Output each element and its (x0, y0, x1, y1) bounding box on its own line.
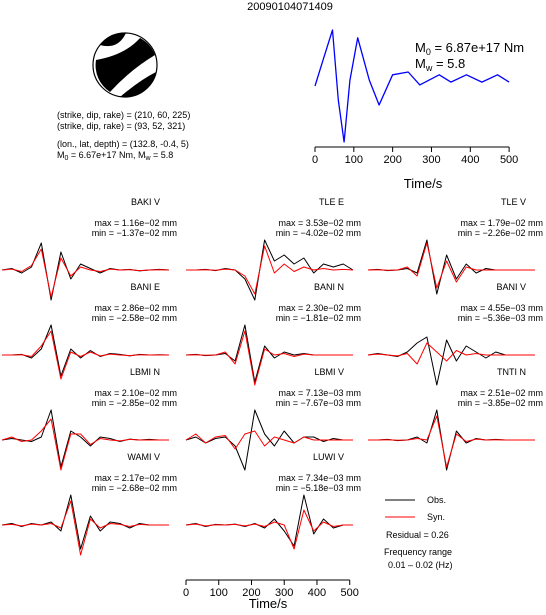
station-name: BANI N (314, 282, 344, 292)
min-label: min = −2.68e−02 mm (92, 483, 177, 493)
source-info: (strike, dip, rake) = (210, 60, 225) (st… (57, 110, 190, 162)
max-label: max = 2.51e−02 mm (460, 388, 543, 398)
station-name: TLE V (501, 197, 526, 207)
stf-annotation: M0 = 6.87e+17 Nm Mw = 5.8 (415, 40, 524, 73)
min-label: min = −1.37e−02 mm (92, 228, 177, 238)
synthetic-trace (2, 330, 169, 380)
svg-text:M0 = 6.87e+17 Nm: M0 = 6.87e+17 Nm (415, 40, 524, 57)
x-axis-label: Time/s (404, 176, 443, 191)
synthetic-trace (367, 342, 535, 365)
synthetic-trace (186, 245, 354, 295)
frequency-range: 0.01 – 0.02 (Hz) (388, 560, 453, 570)
min-label: min = −2.58e−02 mm (92, 313, 177, 323)
synthetic-trace (185, 330, 353, 386)
max-label: max = 4.55e−03 mm (460, 303, 543, 313)
min-label: min = −1.81e−02 mm (276, 313, 361, 323)
min-label: min = −2.85e−02 mm (92, 398, 177, 408)
max-label: max = 2.10e−02 mm (94, 388, 177, 398)
source-line: (strike, dip, rake) = (210, 60, 225) (57, 110, 190, 120)
min-label: min = −5.18e−03 mm (276, 483, 361, 493)
max-label: max = 1.79e−02 mm (460, 218, 543, 228)
x-tick-label: 200 (383, 154, 401, 166)
station-name: TNTI N (497, 367, 526, 377)
moment-line: M0 = 6.67e+17 Nm, Mw = 5.8 (57, 150, 173, 162)
synthetic-trace (185, 509, 353, 550)
legend-label: Obs. (427, 495, 446, 505)
station-name: BANI E (130, 282, 160, 292)
observed-trace (185, 409, 353, 471)
synthetic-trace (367, 242, 535, 289)
x-tick-label: 500 (341, 587, 359, 599)
x-tick-label: 200 (242, 587, 260, 599)
beachball (92, 32, 158, 98)
station-name: LUWI V (313, 452, 344, 462)
max-label: max = 2.86e−02 mm (94, 303, 177, 313)
stf-line (314, 29, 510, 143)
max-label: max = 7.13e−03 mm (278, 388, 361, 398)
max-label: max = 3.53e−02 mm (278, 218, 361, 228)
x-axis-label: Time/s (249, 596, 288, 611)
station-name: WAMI V (127, 452, 160, 462)
synthetic-trace (1, 418, 169, 471)
synthetic-trace (368, 415, 535, 468)
min-label: min = −4.02e−02 mm (276, 228, 361, 238)
x-tick-label: 500 (500, 154, 518, 166)
observed-trace (185, 494, 353, 547)
max-label: max = 7.34e−03 mm (278, 473, 361, 483)
x-tick-label: 400 (308, 587, 326, 599)
station-name: LBMI V (314, 367, 344, 377)
x-tick-label: 400 (461, 154, 479, 166)
title: 20090104071409 (247, 1, 333, 13)
min-label: min = −3.85e−02 mm (458, 398, 543, 408)
frequency-label: Frequency range (384, 547, 452, 557)
synthetic-trace (1, 248, 170, 298)
source-line: (lon., lat, depth) = (132.8, -0.4, 5) (57, 139, 189, 149)
max-label: max = 2.17e−02 mm (94, 473, 177, 483)
observed-trace (367, 336, 535, 386)
x-tick-label: 0 (183, 587, 189, 599)
station-name: LBMI N (130, 367, 160, 377)
synthetic-trace (1, 500, 169, 556)
synthetic-trace (185, 430, 353, 450)
min-label: min = −7.67e−03 mm (276, 398, 361, 408)
station-name: BANI V (496, 282, 526, 292)
station-name: BAKI V (131, 197, 160, 207)
max-label: max = 2.30e−02 mm (278, 303, 361, 313)
x-tick-label: 0 (312, 154, 318, 166)
min-label: min = −2.26e−02 mm (458, 228, 543, 238)
max-label: max = 1.16e−02 mm (94, 218, 177, 228)
observed-trace (1, 494, 169, 550)
x-tick-label: 300 (422, 154, 440, 166)
x-tick-label: 100 (345, 154, 363, 166)
min-label: min = −5.36e−03 mm (458, 313, 543, 323)
x-tick-label: 300 (275, 587, 293, 599)
x-tick-label: 100 (210, 587, 228, 599)
station-name: TLE E (319, 197, 344, 207)
legend-label: Syn. (427, 512, 445, 522)
svg-text:Mw = 5.8: Mw = 5.8 (415, 56, 465, 73)
source-line: (strike, dip, rake) = (93, 52, 321) (57, 121, 185, 131)
residual: Residual = 0.26 (386, 530, 449, 540)
